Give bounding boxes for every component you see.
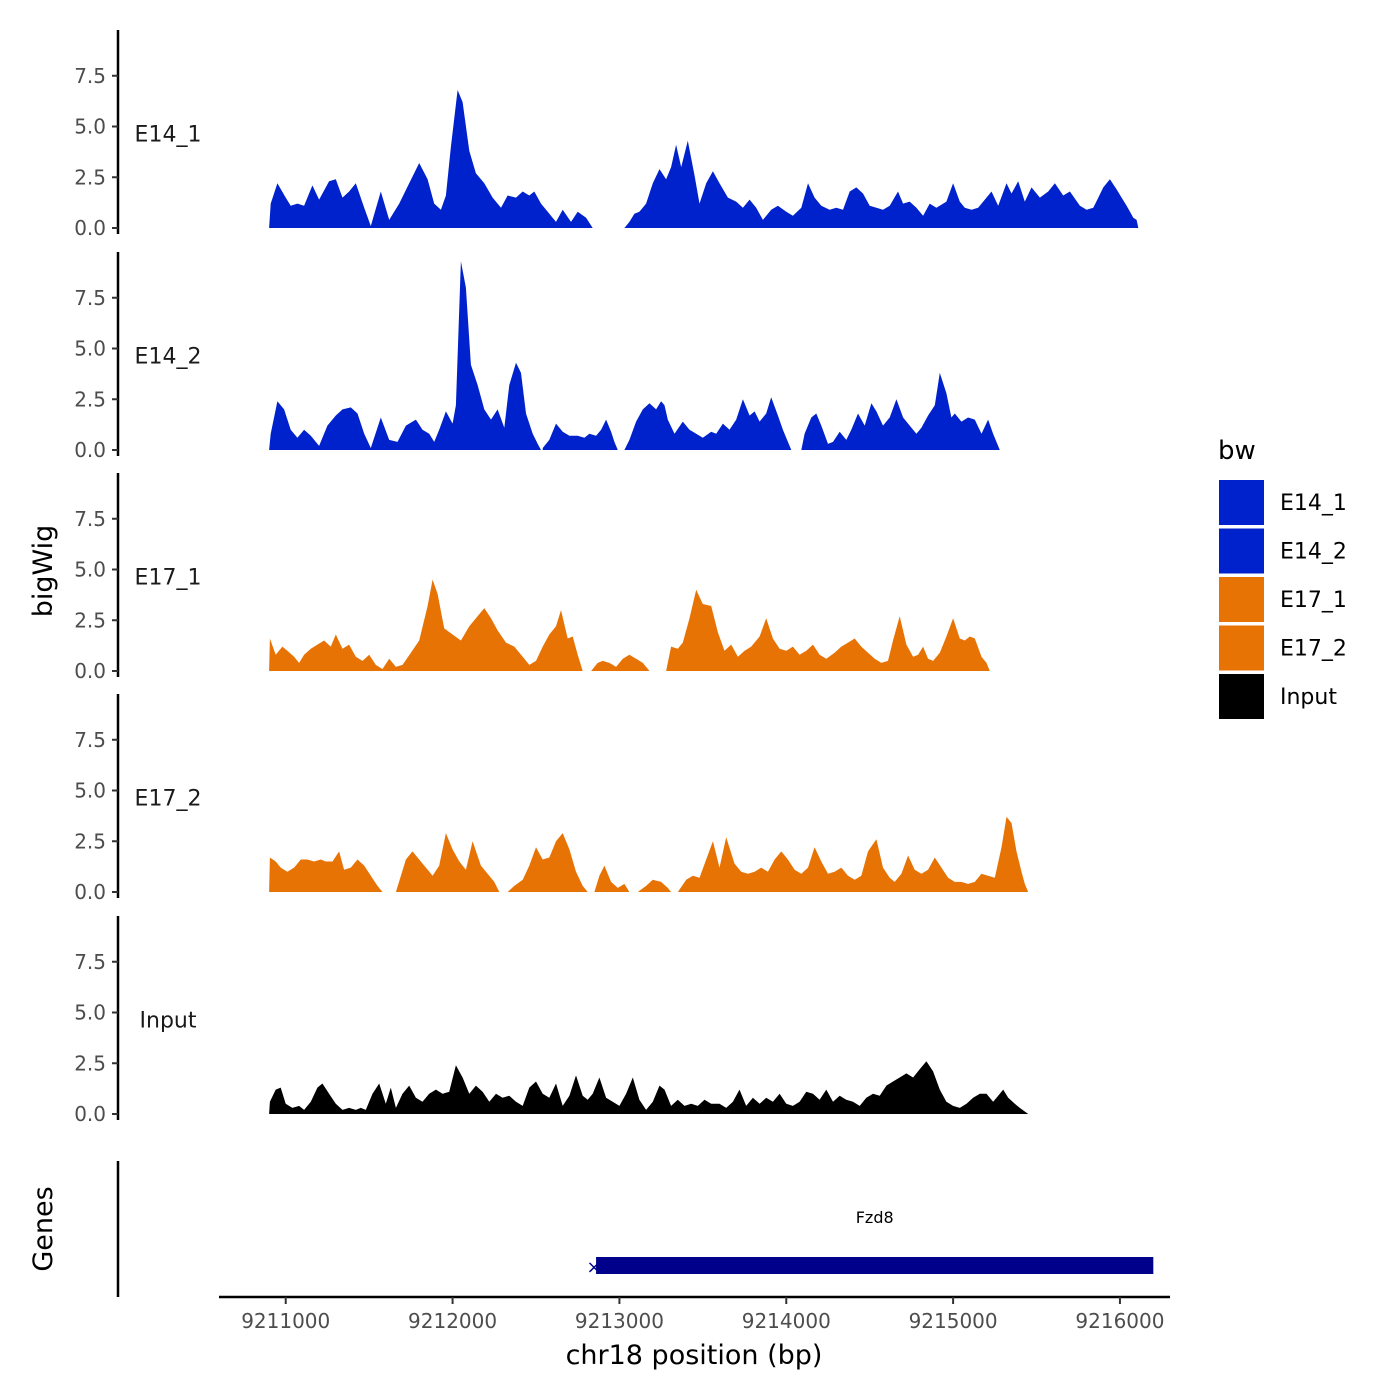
y-tick-label: 5.0 <box>74 115 106 139</box>
legend-key-Input <box>1219 674 1264 719</box>
legend-key-E17_2 <box>1219 625 1264 671</box>
y-tick-label: 0.0 <box>74 1102 106 1126</box>
y-tick-label: 0.0 <box>74 659 106 683</box>
track-Input: 0.0 2.5 5.0 7.5 Input <box>74 916 1029 1126</box>
gene-strand-marker: × <box>587 1257 602 1278</box>
y-tick-label: 2.5 <box>74 1051 106 1075</box>
legend-label: E17_1 <box>1280 588 1347 613</box>
x-tick-label: 9213000 <box>575 1309 664 1333</box>
signal-area-E14_2 <box>542 419 618 450</box>
track-label: Input <box>140 1009 197 1034</box>
signal-area-E17_1 <box>269 579 583 671</box>
y-tick-label: 7.5 <box>74 64 106 88</box>
signal-area-E14_1 <box>624 140 1139 228</box>
gene-label: Fzd8 <box>856 1208 894 1227</box>
y-tick-label: 5.0 <box>74 558 106 582</box>
y-tick-label: 2.5 <box>74 387 106 411</box>
track-label: E17_1 <box>135 566 202 591</box>
signal-area-E17_2 <box>395 833 500 892</box>
legend-label: Input <box>1280 685 1337 710</box>
y-tick-label: 0.0 <box>74 880 106 904</box>
track-E17_1: 0.0 2.5 5.0 7.5 E17_1 <box>74 473 990 683</box>
track-label: E14_1 <box>135 123 202 148</box>
y-axis-title: bigWig <box>28 525 59 618</box>
y-tick-label: 7.5 <box>74 728 106 752</box>
y-tick-label: 5.0 <box>74 337 106 361</box>
y-tick-label: 7.5 <box>74 950 106 974</box>
signal-area-E17_2 <box>637 879 672 892</box>
y-tick-label: 5.0 <box>74 779 106 803</box>
y-tick-label: 7.5 <box>74 507 106 531</box>
track-E14_2: 0.0 2.5 5.0 7.5 E14_2 <box>74 252 1000 462</box>
legend-key-E17_1 <box>1219 577 1264 622</box>
genes-panel: × Fzd8 <box>116 1161 1154 1297</box>
signal-area-E17_2 <box>269 851 383 892</box>
signal-area-E17_1 <box>666 589 990 671</box>
tracks-layer: 0.0 2.5 5.0 7.5 E14_1 0.0 2.5 5.0 7.5 E14_2 0.0 2.5… <box>74 30 1139 1126</box>
signal-area-E17_2 <box>507 833 588 892</box>
signal-area-E14_2 <box>801 372 1000 450</box>
x-tick-label: 9216000 <box>1075 1309 1164 1333</box>
legend-title: bw <box>1218 436 1256 466</box>
legend-key-E14_2 <box>1219 528 1264 574</box>
y-tick-label: 0.0 <box>74 216 106 240</box>
signal-area-E14_2 <box>269 261 541 450</box>
legend-label: E14_2 <box>1280 540 1347 565</box>
y-tick-label: 5.0 <box>74 1001 106 1025</box>
x-axis: 9211000 9212000 9213000 9214000 9215000 92160… <box>219 1295 1170 1333</box>
x-axis-title: chr18 position (bp) <box>566 1340 823 1371</box>
track-E17_2: 0.0 2.5 5.0 7.5 E17_2 <box>74 694 1029 904</box>
signal-area-E17_2 <box>677 816 1029 892</box>
signal-area-E14_1 <box>269 90 593 228</box>
track-label: E14_2 <box>135 345 202 370</box>
signal-area-E17_2 <box>594 865 630 892</box>
y-tick-label: 0.0 <box>74 438 106 462</box>
y-tick-label: 2.5 <box>74 829 106 853</box>
legend-key-E14_1 <box>1219 480 1264 525</box>
track-label: E17_2 <box>135 787 202 812</box>
legend-label: E14_1 <box>1280 491 1347 516</box>
y-tick-label: 2.5 <box>74 608 106 632</box>
signal-area-Input <box>269 1061 1029 1114</box>
y-tick-label: 7.5 <box>74 286 106 310</box>
y-tick-label: 2.5 <box>74 165 106 189</box>
legend: bw E14_1 E14_2 E17_1 E17_2 Input <box>1218 436 1347 719</box>
track-E14_1: 0.0 2.5 5.0 7.5 E14_1 <box>74 30 1139 240</box>
genes-axis-title: Genes <box>28 1186 59 1271</box>
x-tick-label: 9212000 <box>408 1309 497 1333</box>
signal-area-E14_2 <box>624 397 792 450</box>
x-tick-label: 9214000 <box>742 1309 831 1333</box>
gene-body-Fzd8 <box>596 1257 1154 1274</box>
legend-label: E17_2 <box>1280 637 1347 662</box>
x-tick-label: 9215000 <box>909 1309 998 1333</box>
signal-area-E17_1 <box>591 654 650 671</box>
x-tick-label: 9211000 <box>241 1309 330 1333</box>
